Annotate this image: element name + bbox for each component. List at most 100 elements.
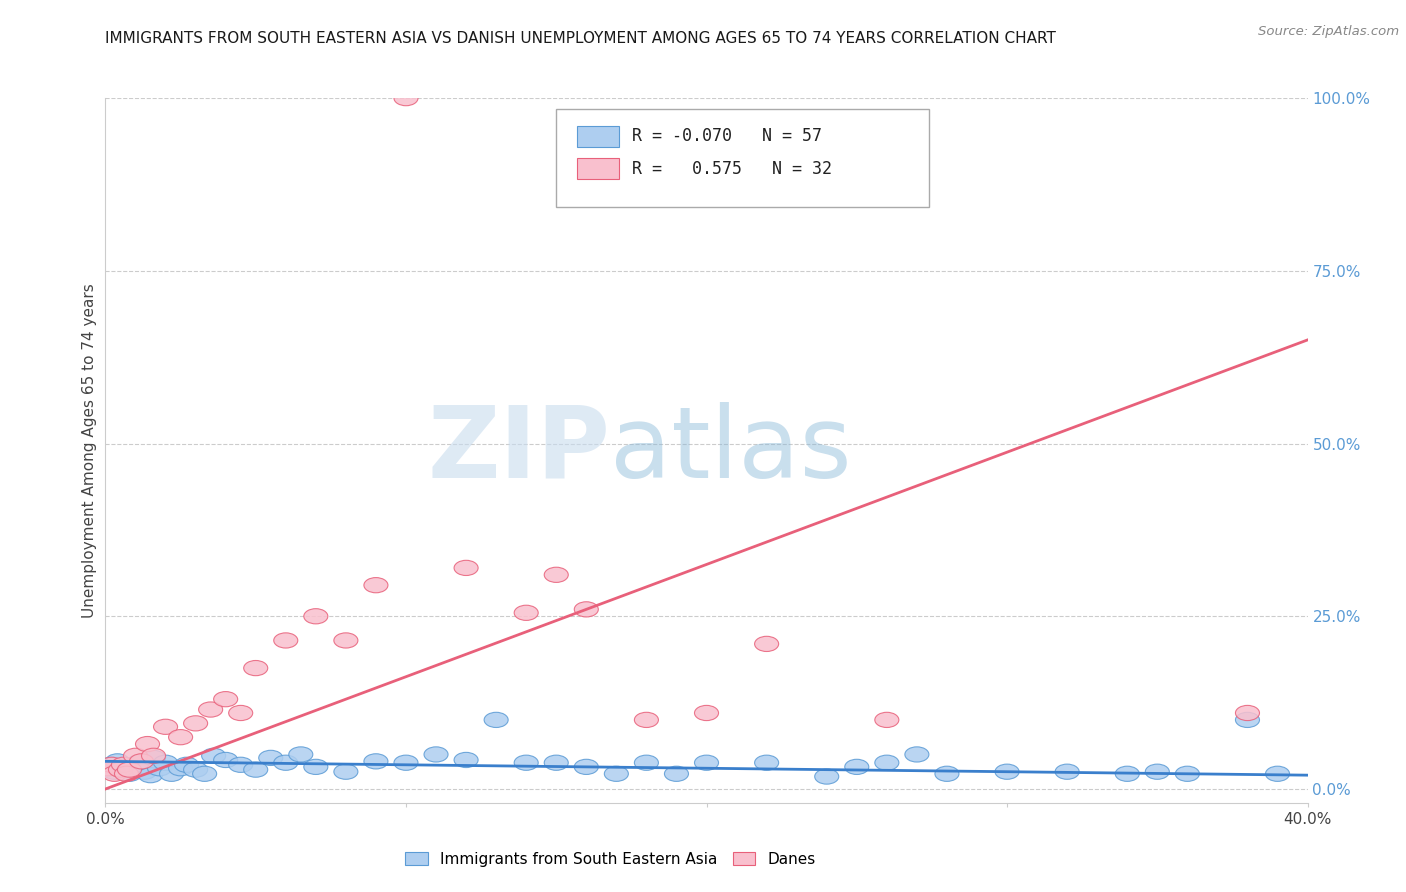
- Ellipse shape: [201, 748, 225, 764]
- Ellipse shape: [159, 766, 184, 781]
- Ellipse shape: [695, 756, 718, 771]
- Ellipse shape: [114, 766, 139, 781]
- Ellipse shape: [875, 756, 898, 771]
- Text: R =   0.575   N = 32: R = 0.575 N = 32: [631, 160, 832, 178]
- Ellipse shape: [105, 754, 129, 769]
- Ellipse shape: [193, 766, 217, 781]
- Ellipse shape: [544, 756, 568, 771]
- Ellipse shape: [184, 715, 208, 731]
- Ellipse shape: [605, 766, 628, 781]
- Ellipse shape: [121, 758, 145, 773]
- Ellipse shape: [184, 762, 208, 777]
- Ellipse shape: [103, 764, 127, 780]
- Ellipse shape: [108, 762, 132, 777]
- Ellipse shape: [259, 750, 283, 765]
- Ellipse shape: [814, 769, 839, 784]
- Ellipse shape: [108, 762, 132, 777]
- Ellipse shape: [935, 766, 959, 781]
- Ellipse shape: [214, 752, 238, 767]
- Ellipse shape: [135, 759, 159, 774]
- Ellipse shape: [153, 756, 177, 771]
- Ellipse shape: [634, 713, 658, 728]
- Ellipse shape: [394, 90, 418, 106]
- Ellipse shape: [695, 706, 718, 721]
- Ellipse shape: [169, 761, 193, 776]
- Ellipse shape: [124, 748, 148, 764]
- Ellipse shape: [214, 691, 238, 706]
- Ellipse shape: [118, 766, 142, 781]
- Ellipse shape: [454, 752, 478, 767]
- Ellipse shape: [1115, 766, 1139, 781]
- Text: ZIP: ZIP: [427, 402, 610, 499]
- Ellipse shape: [111, 757, 135, 772]
- FancyBboxPatch shape: [576, 127, 619, 147]
- Ellipse shape: [304, 759, 328, 774]
- Ellipse shape: [97, 761, 121, 776]
- Ellipse shape: [132, 764, 156, 780]
- Text: IMMIGRANTS FROM SOUTH EASTERN ASIA VS DANISH UNEMPLOYMENT AMONG AGES 65 TO 74 YE: IMMIGRANTS FROM SOUTH EASTERN ASIA VS DA…: [105, 31, 1056, 46]
- Text: R = -0.070   N = 57: R = -0.070 N = 57: [631, 128, 823, 145]
- Ellipse shape: [755, 756, 779, 771]
- Ellipse shape: [118, 762, 142, 777]
- Ellipse shape: [995, 764, 1019, 780]
- Ellipse shape: [174, 757, 198, 772]
- Ellipse shape: [845, 759, 869, 774]
- Ellipse shape: [634, 756, 658, 771]
- Ellipse shape: [127, 756, 150, 771]
- Ellipse shape: [274, 756, 298, 771]
- Ellipse shape: [169, 730, 193, 745]
- Ellipse shape: [243, 762, 267, 777]
- Ellipse shape: [100, 757, 124, 772]
- Ellipse shape: [288, 747, 312, 762]
- Ellipse shape: [484, 713, 508, 728]
- Ellipse shape: [515, 756, 538, 771]
- Text: atlas: atlas: [610, 402, 852, 499]
- Ellipse shape: [665, 766, 689, 781]
- Ellipse shape: [875, 713, 898, 728]
- Ellipse shape: [1054, 764, 1080, 780]
- Ellipse shape: [574, 759, 599, 774]
- Ellipse shape: [755, 636, 779, 651]
- Ellipse shape: [364, 754, 388, 769]
- Ellipse shape: [333, 632, 359, 648]
- Ellipse shape: [454, 560, 478, 575]
- Ellipse shape: [364, 578, 388, 593]
- Ellipse shape: [229, 706, 253, 721]
- Ellipse shape: [1236, 706, 1260, 721]
- Ellipse shape: [515, 605, 538, 621]
- FancyBboxPatch shape: [557, 109, 929, 207]
- Ellipse shape: [425, 747, 449, 762]
- Ellipse shape: [574, 602, 599, 617]
- Y-axis label: Unemployment Among Ages 65 to 74 years: Unemployment Among Ages 65 to 74 years: [82, 283, 97, 618]
- Ellipse shape: [333, 764, 359, 780]
- Ellipse shape: [905, 747, 929, 762]
- Legend: Immigrants from South Eastern Asia, Danes: Immigrants from South Eastern Asia, Dane…: [399, 846, 823, 872]
- Ellipse shape: [1146, 764, 1170, 780]
- Ellipse shape: [97, 761, 121, 776]
- Ellipse shape: [111, 759, 135, 774]
- Ellipse shape: [100, 757, 124, 772]
- Ellipse shape: [394, 756, 418, 771]
- Ellipse shape: [142, 750, 166, 765]
- Ellipse shape: [142, 748, 166, 764]
- Ellipse shape: [198, 702, 222, 717]
- Ellipse shape: [135, 737, 159, 752]
- FancyBboxPatch shape: [576, 158, 619, 179]
- Ellipse shape: [1236, 713, 1260, 728]
- Ellipse shape: [124, 762, 148, 777]
- Ellipse shape: [274, 632, 298, 648]
- Ellipse shape: [1175, 766, 1199, 781]
- Ellipse shape: [153, 719, 177, 734]
- Ellipse shape: [1265, 766, 1289, 781]
- Ellipse shape: [129, 754, 153, 769]
- Ellipse shape: [243, 660, 267, 675]
- Ellipse shape: [229, 757, 253, 772]
- Text: Source: ZipAtlas.com: Source: ZipAtlas.com: [1258, 25, 1399, 38]
- Ellipse shape: [103, 766, 127, 781]
- Ellipse shape: [114, 763, 139, 778]
- Ellipse shape: [129, 761, 153, 776]
- Ellipse shape: [544, 567, 568, 582]
- Ellipse shape: [139, 767, 163, 783]
- Ellipse shape: [304, 608, 328, 624]
- Ellipse shape: [148, 761, 172, 776]
